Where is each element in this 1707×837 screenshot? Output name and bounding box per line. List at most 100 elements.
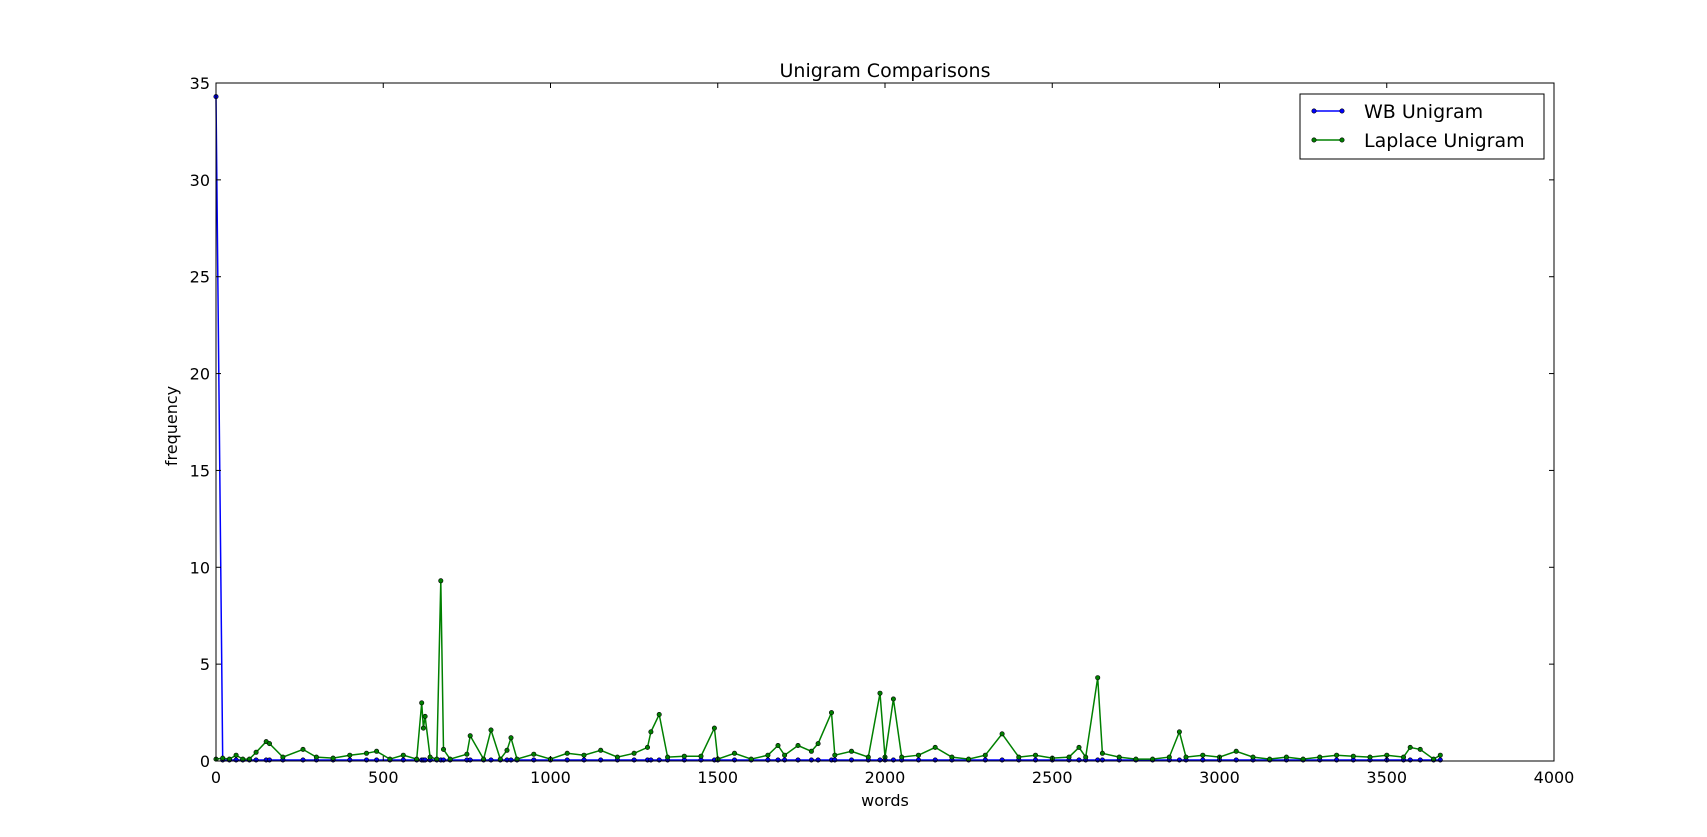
laplace-unigram-point — [644, 744, 650, 750]
wb-unigram-point — [488, 757, 494, 763]
laplace-unigram-point — [848, 748, 854, 754]
laplace-unigram-point — [1317, 754, 1323, 760]
laplace-unigram-point — [531, 751, 537, 757]
wb-unigram-point — [598, 757, 604, 763]
wb-unigram-point — [890, 757, 896, 763]
laplace-unigram-point — [1033, 752, 1039, 758]
laplace-unigram-point — [795, 742, 801, 748]
wb-unigram-point — [440, 757, 446, 763]
wb-unigram-point — [731, 757, 737, 763]
axes: 0 500 1000 1500 2000 2500 3000 3500 4000 0 5 10 15 20… — [190, 74, 1575, 787]
laplace-unigram-point — [665, 754, 671, 760]
laplace-unigram-point — [775, 742, 781, 748]
laplace-unigram-point — [1233, 748, 1239, 754]
laplace-unigram-point — [440, 746, 446, 752]
laplace-unigram-point — [313, 754, 319, 760]
wb-unigram-point — [877, 757, 883, 763]
wb-unigram-point — [932, 757, 938, 763]
laplace-unigram-point — [711, 725, 717, 731]
wb-unigram-point — [1334, 757, 1340, 763]
laplace-unigram-point — [890, 696, 896, 702]
laplace-unigram-point — [1176, 729, 1182, 735]
wb-unigram-point — [374, 757, 380, 763]
laplace-unigram-point — [422, 713, 428, 719]
laplace-unigram-point — [681, 753, 687, 759]
wb-unigram-point — [1099, 757, 1105, 763]
laplace-unigram-point — [330, 755, 336, 761]
wb-unigram-point — [848, 757, 854, 763]
legend: WB Unigram Laplace Unigram — [1299, 93, 1545, 160]
laplace-unigram-point — [266, 741, 272, 747]
wb-unigram-point — [1417, 757, 1423, 763]
wb-unigram-point — [467, 757, 473, 763]
laplace-unigram-point — [1200, 752, 1206, 758]
wb-unigram-point — [765, 757, 771, 763]
laplace-unigram-point — [656, 711, 662, 717]
wb-unigram-legend-marker — [1311, 108, 1317, 114]
wb-unigram-point — [1407, 757, 1413, 763]
laplace-unigram-point — [1367, 754, 1373, 760]
y-axis-label: frequency — [162, 386, 181, 466]
laplace-unigram-point — [999, 731, 1005, 737]
laplace-unigram-point — [400, 752, 406, 758]
laplace-unigram-point — [1350, 753, 1356, 759]
laplace-unigram-point — [1016, 754, 1022, 760]
wb-unigram-point — [300, 757, 306, 763]
laplace-unigram-point — [504, 747, 510, 753]
laplace-unigram-point — [280, 754, 286, 760]
x-tick-label: 1500 — [697, 768, 738, 787]
y-tick-label: 30 — [190, 171, 210, 190]
wb-unigram-point — [422, 757, 428, 763]
wb-unigram-point — [982, 757, 988, 763]
laplace-unigram-point — [648, 729, 654, 735]
laplace-unigram-point — [1116, 754, 1122, 760]
wb-unigram-point — [266, 757, 272, 763]
laplace-unigram-point — [899, 754, 905, 760]
wb-unigram-point — [656, 757, 662, 763]
wb-unigram-point — [795, 757, 801, 763]
wb-unigram-point — [508, 757, 514, 763]
laplace-unigram-point — [419, 700, 425, 706]
laplace-unigram-point — [1166, 754, 1172, 760]
laplace-unigram-point — [598, 747, 604, 753]
laplace-unigram-point — [1095, 675, 1101, 681]
laplace-unigram-point — [220, 755, 226, 761]
laplace-unigram-point — [1417, 746, 1423, 752]
laplace-unigram-point — [564, 750, 570, 756]
chart-title: Unigram Comparisons — [780, 60, 991, 82]
laplace-unigram-point — [464, 751, 470, 757]
laplace-unigram-point — [949, 754, 955, 760]
plot-frame — [215, 82, 1555, 762]
y-tick-label: 35 — [190, 74, 210, 93]
laplace-unigram-point — [808, 748, 814, 754]
laplace-unigram-point — [1183, 754, 1189, 760]
laplace-unigram-point — [815, 741, 821, 747]
laplace-unigram-point — [438, 578, 444, 584]
y-tick-label: 5 — [200, 655, 210, 674]
wb-unigram-point — [363, 757, 369, 763]
laplace-unigram-point — [1083, 754, 1089, 760]
x-tick-label: 3500 — [1366, 768, 1407, 787]
wb-unigram-point — [782, 757, 788, 763]
laplace-unigram-point — [828, 710, 834, 716]
laplace-unigram-point — [581, 752, 587, 758]
x-tick-label: 4000 — [1534, 768, 1575, 787]
laplace-unigram-point — [982, 752, 988, 758]
x-tick-label: 2000 — [865, 768, 906, 787]
laplace-unigram-point — [1407, 744, 1413, 750]
wb-unigram-line — [215, 96, 1441, 761]
legend-box — [1299, 93, 1545, 160]
laplace-unigram-point — [1099, 750, 1105, 756]
laplace-unigram-point — [363, 750, 369, 756]
laplace-unigram-legend-marker — [1311, 137, 1317, 143]
laplace-unigram-line — [215, 580, 1441, 762]
wb-unigram-point — [999, 757, 1005, 763]
laplace-unigram-point — [915, 752, 921, 758]
laplace-unigram-point — [1250, 754, 1256, 760]
y-tick-label: 20 — [190, 365, 210, 384]
laplace-unigram-point — [832, 752, 838, 758]
x-axis-label: words — [861, 791, 909, 810]
wb-unigram-point — [253, 757, 259, 763]
x-tick-label: 500 — [368, 768, 399, 787]
wb-unigram-legend-marker — [1339, 108, 1345, 114]
